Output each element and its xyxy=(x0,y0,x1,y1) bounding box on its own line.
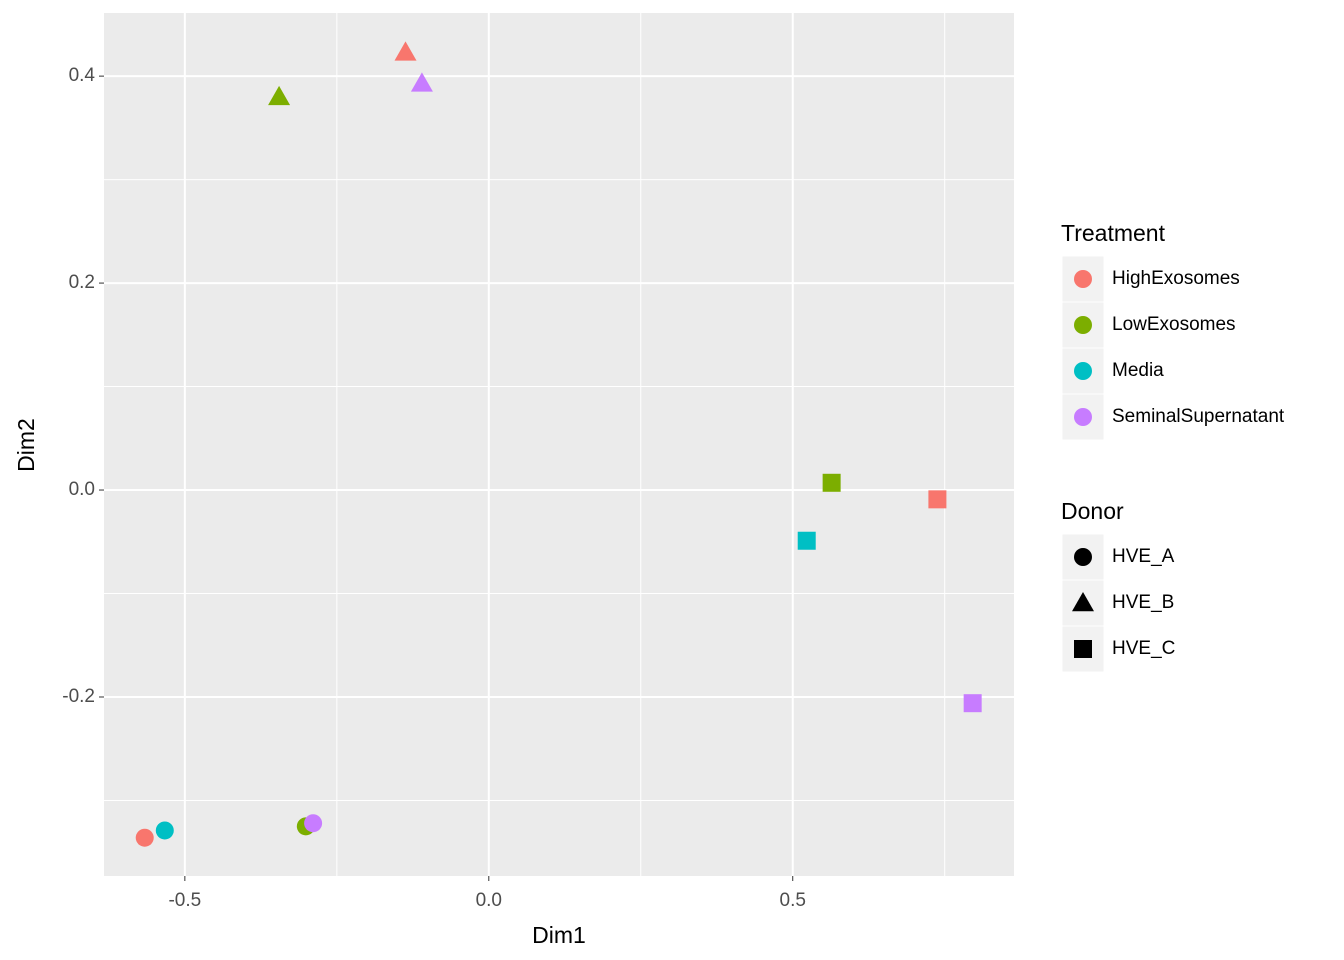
legend-title: Treatment xyxy=(1061,220,1166,246)
point xyxy=(797,531,816,550)
point xyxy=(410,72,433,92)
legend-label: SeminalSupernatant xyxy=(1112,406,1285,427)
legend-label: HVE_C xyxy=(1112,638,1175,659)
legend-swatch xyxy=(1074,548,1092,566)
point xyxy=(135,828,154,847)
x-axis-title: Dim1 xyxy=(532,922,586,948)
legend-label: HVE_B xyxy=(1112,592,1174,613)
legend-swatch xyxy=(1074,270,1092,288)
legend-swatch xyxy=(1074,640,1092,658)
legend-swatch xyxy=(1074,408,1092,426)
point xyxy=(394,41,417,61)
grid xyxy=(104,13,1014,876)
legend-swatch xyxy=(1074,316,1092,334)
legend-swatch xyxy=(1074,362,1092,380)
legend-title: Donor xyxy=(1061,498,1124,524)
point xyxy=(822,473,841,492)
point xyxy=(928,490,947,509)
point xyxy=(304,814,323,833)
marks xyxy=(135,41,982,847)
y-tick-label: 0.0 xyxy=(69,479,95,500)
point xyxy=(155,821,174,840)
x-tick-label: 0.5 xyxy=(780,890,806,911)
plot-panel xyxy=(104,13,1014,876)
x-tick-label: -0.5 xyxy=(168,890,201,911)
x-tick-label: 0.0 xyxy=(476,890,502,911)
legend-label: LowExosomes xyxy=(1112,314,1236,335)
legend-label: Media xyxy=(1112,360,1164,381)
legend-label: HVE_A xyxy=(1112,546,1175,567)
legend-label: HighExosomes xyxy=(1112,268,1240,289)
legend-swatch xyxy=(1072,592,1094,612)
y-axis-title: Dim2 xyxy=(13,418,39,472)
legend-key xyxy=(1061,625,1105,673)
y-tick-label: 0.4 xyxy=(69,65,96,86)
point xyxy=(963,694,982,713)
y-tick-label: -0.2 xyxy=(62,686,95,707)
point xyxy=(268,85,291,106)
y-tick-label: 0.2 xyxy=(69,272,95,293)
